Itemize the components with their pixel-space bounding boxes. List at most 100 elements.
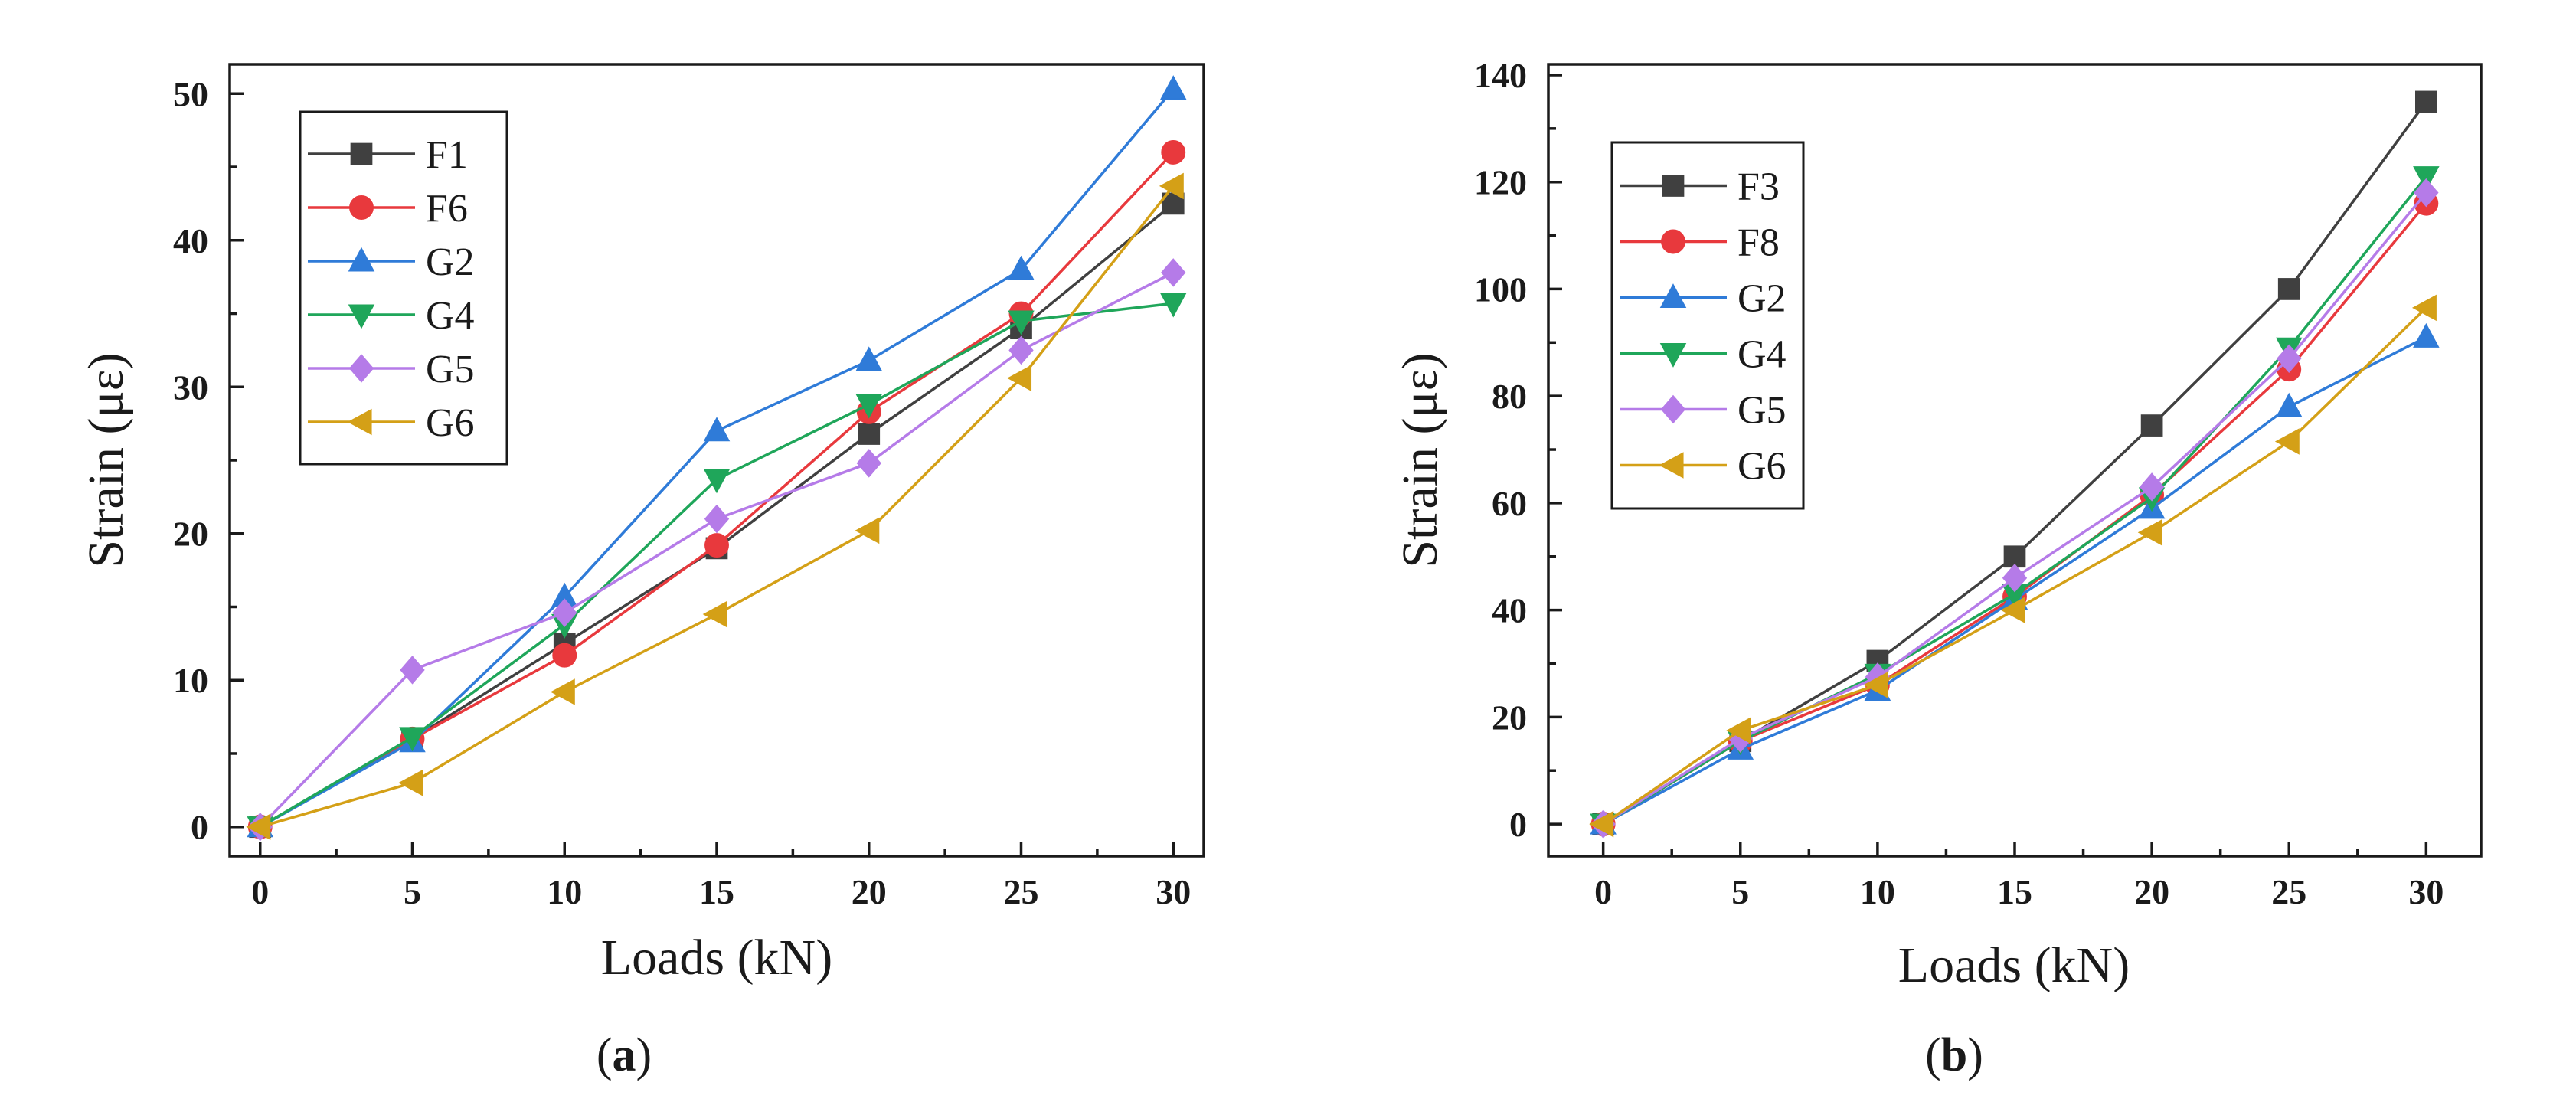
x-tick-label: 10 [1860,872,1895,911]
data-point [1159,75,1187,100]
legend-box [1610,141,1805,510]
data-point [1161,139,1186,165]
series-g6 [1589,294,2437,838]
y-tick-label: 0 [1509,805,1527,844]
y-tick-label: 60 [1492,484,1527,523]
caption-b: (b) [1925,1029,1983,1081]
x-tick-label: 25 [2271,872,2306,911]
data-point [2413,166,2440,191]
caption-b-close: ) [1967,1029,1983,1081]
legend-label: G2 [426,240,475,284]
legend-marker [349,195,374,220]
x-axis-label-a: Loads (kN) [601,930,832,986]
data-point [400,656,425,685]
data-point [2277,278,2300,300]
data-point [1008,310,1035,335]
legend-label: G5 [1737,389,1787,433]
data-point [399,727,426,752]
data-point [2140,414,2163,437]
y-axis-label-b: Strain (με) [1392,352,1448,567]
legend-label: G4 [1737,333,1787,377]
series-layer-b [1589,90,2440,839]
caption-b-letter: b [1941,1029,1967,1081]
legend-marker [1659,452,1684,479]
legend-label: G2 [1737,277,1787,321]
data-point [2139,472,2165,502]
series-g6 [246,172,1184,840]
y-tick-label: 80 [1492,377,1527,416]
legend-marker [1659,283,1687,309]
y-tick-label: 40 [1492,591,1527,630]
data-point [855,517,880,544]
y-tick-label: 20 [173,515,208,554]
data-point [246,813,271,840]
data-point [552,643,577,668]
data-point [2411,294,2437,322]
y-tick-label: 120 [1474,163,1527,202]
data-point [2274,428,2300,455]
legend-label: F6 [426,187,468,231]
legend-label: F1 [426,133,468,177]
legend-marker [348,247,375,272]
legend-box [299,110,508,466]
data-point [703,469,731,494]
data-point [2003,545,2026,568]
legend-label: G4 [426,294,475,338]
y-tick-label: 10 [173,661,208,700]
x-tick-label: 20 [2134,872,2169,911]
y-tick-label: 30 [173,368,208,407]
legend-marker [1660,394,1686,424]
data-point [2277,344,2302,374]
data-point [1589,810,1614,838]
data-point [1008,335,1034,365]
data-point [1159,293,1187,318]
data-point [1159,172,1184,200]
legend-marker [1661,229,1685,254]
x-tick-label: 0 [251,872,269,911]
x-tick-label: 5 [404,872,421,911]
data-point [855,346,883,371]
y-tick-label: 140 [1474,56,1527,95]
legend-marker [350,142,373,165]
x-tick-label: 20 [852,872,887,911]
legend-a: F1 F6 G2 G4 G5 G6 [299,110,508,466]
legend-label: G6 [426,401,475,445]
data-point [1008,255,1035,280]
caption-a-close: ) [636,1029,652,1081]
data-point [858,423,881,445]
data-point [1863,672,1888,698]
legend-marker [1659,342,1687,368]
legend-b: F3 F8 G2 G4 G5 G6 [1610,141,1805,510]
y-tick-label: 20 [1492,698,1527,737]
data-point [1007,365,1032,392]
x-tick-label: 30 [2408,872,2444,911]
data-point [2413,322,2440,348]
caption-a: (a) [597,1029,652,1081]
data-point [2137,519,2162,546]
y-tick-label: 50 [173,74,208,113]
axis-ticks-a: 0 5 10 15 20 25 30 0 10 20 30 40 50 [173,74,1191,911]
data-point [2000,597,2025,623]
x-tick-label: 5 [1731,872,1749,911]
data-point [2415,90,2437,113]
y-tick-label: 100 [1474,270,1527,309]
x-tick-label: 0 [1594,872,1612,911]
x-axis-label-b: Loads (kN) [1898,937,2130,993]
y-axis-label-a: Strain (με) [78,352,134,567]
series-g5 [1590,178,2439,839]
caption-a-open: ( [597,1029,613,1081]
data-point [550,678,575,705]
data-point [398,770,423,796]
data-point [1726,717,1751,744]
series-layer-a [246,75,1187,842]
axis-ticks-b: 0 5 10 15 20 25 30 0 20 40 60 80 100 120 140 [1474,56,2444,911]
data-point [702,600,727,628]
data-point [2002,563,2028,593]
y-tick-label: 40 [173,221,208,260]
x-tick-label: 10 [547,872,582,911]
caption-b-open: ( [1925,1029,1941,1081]
legend-label: F3 [1737,165,1780,209]
legend-marker [1662,175,1685,197]
data-point [855,394,883,419]
data-point [703,417,731,442]
